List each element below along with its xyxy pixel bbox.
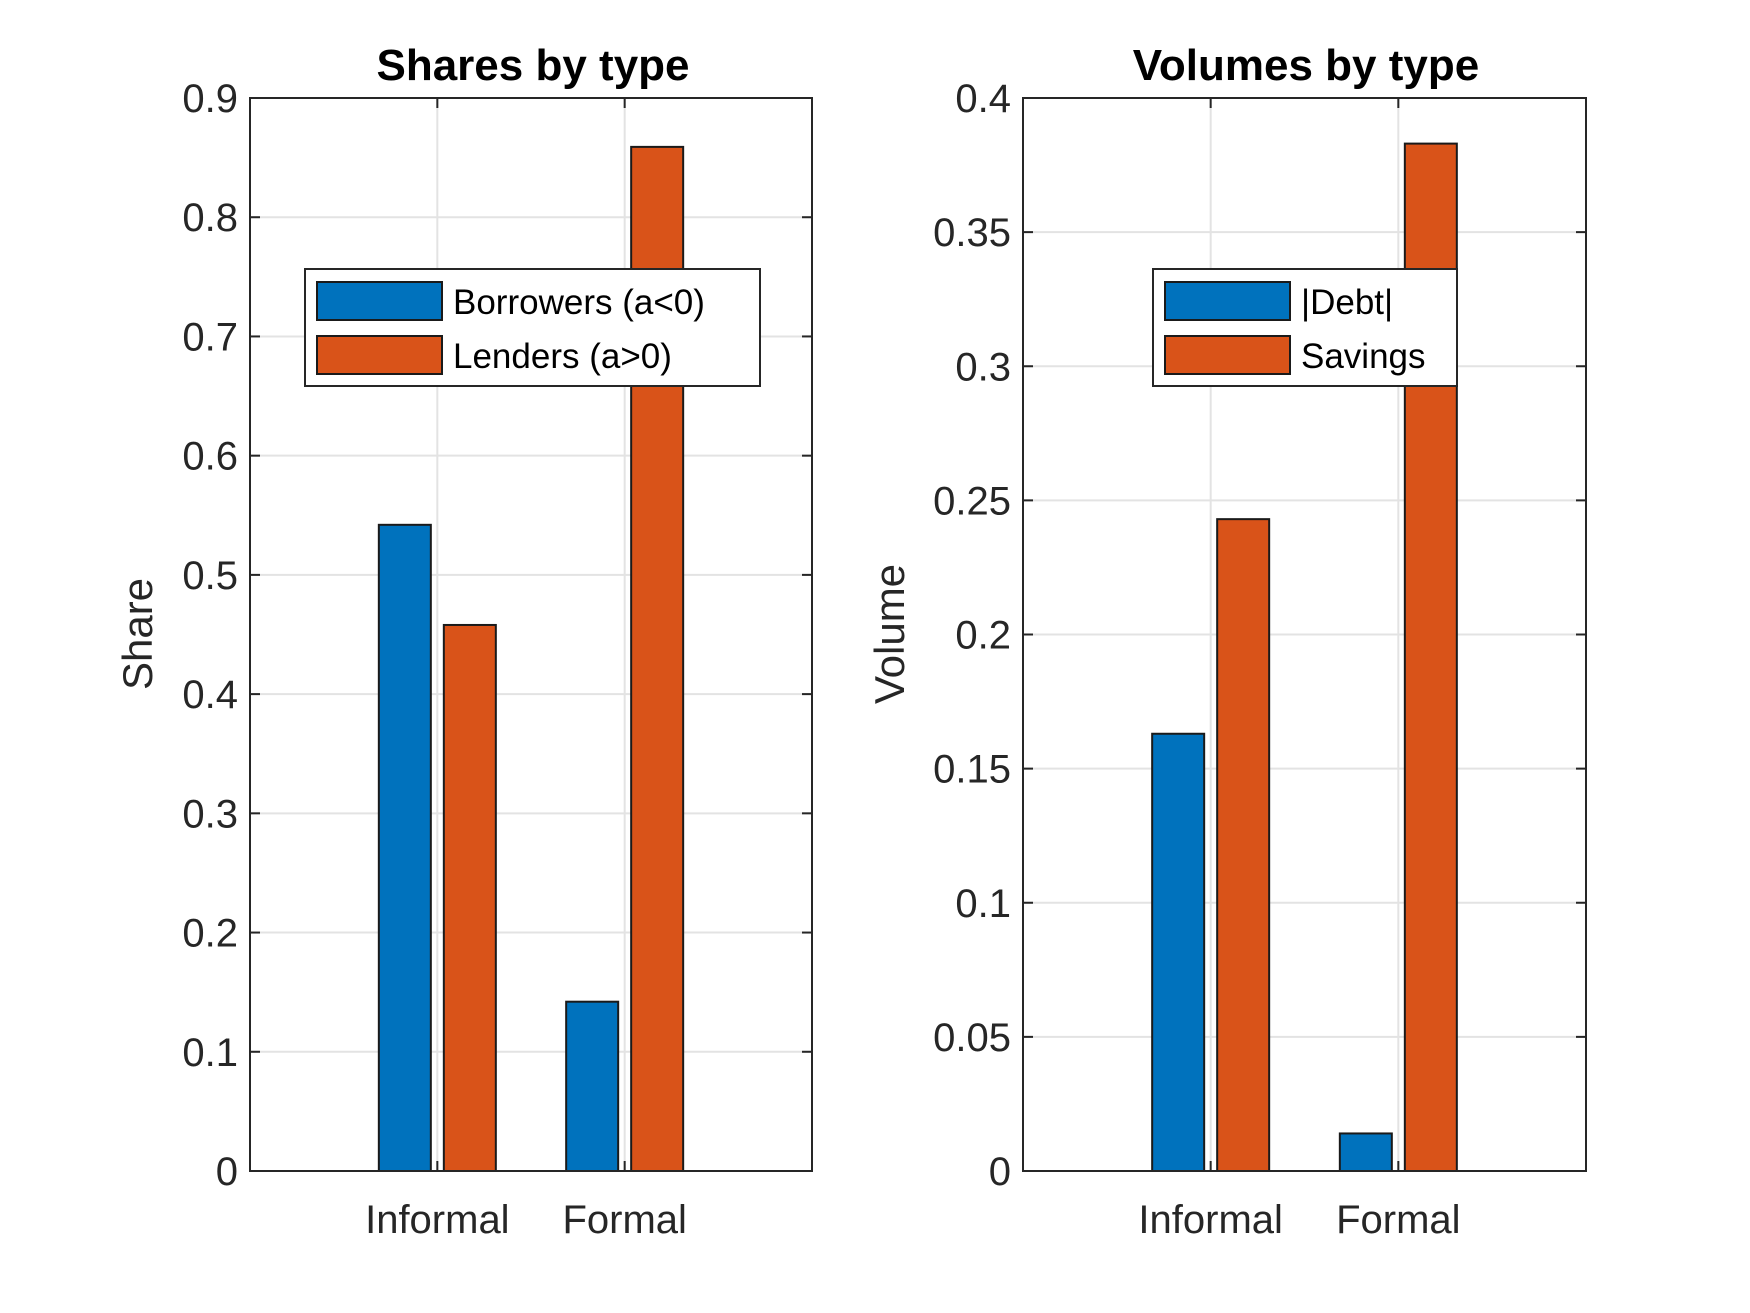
bar [442,623,497,1172]
x-tick-label: Informal [365,1198,510,1242]
legend-label: Savings [1301,337,1426,376]
legend-label: Borrowers (a<0) [453,283,705,322]
chart-title: Shares by type [376,41,689,90]
legend-swatch [1164,281,1291,321]
legend-label: |Debt| [1301,283,1393,322]
y-axis-label: Share [114,578,161,690]
y-tick-label: 0.25 [933,479,1011,523]
y-tick-label: 0 [216,1150,238,1194]
x-tick-label: Formal [562,1198,686,1242]
x-tick-label: Formal [1336,1198,1460,1242]
y-tick-label: 0.2 [182,912,238,956]
y-axis-label: Volume [866,564,913,704]
y-tick-label: 0.1 [182,1031,238,1075]
bar [1338,1132,1393,1172]
y-tick-label: 0.6 [182,435,238,479]
bar [1151,732,1206,1172]
y-tick-label: 0.4 [955,77,1011,121]
volumes-chart: Volumes by type Volume 0 0.05 0.1 0.15 0.2 0.… [866,41,1587,1242]
y-tick-label: 0.35 [933,211,1011,255]
chart-title: Volumes by type [1133,41,1479,90]
y-tick-label: 0 [989,1150,1011,1194]
y-tick-label: 0.7 [182,315,238,359]
y-tick-label: 0.5 [182,554,238,598]
legend: Borrowers (a<0) Lenders (a>0) [304,268,761,387]
bar [565,1000,620,1173]
axes-box [249,97,813,1172]
x-tick-label: Informal [1138,1198,1283,1242]
bar [377,523,432,1172]
y-tick-label: 0.05 [933,1016,1011,1060]
y-tick-label: 0.4 [182,673,238,717]
bar [1216,518,1271,1172]
y-tick-label: 0.15 [933,748,1011,792]
y-tick-label: 0.1 [955,882,1011,926]
legend-swatch [316,335,443,375]
legend-label: Lenders (a>0) [453,337,672,376]
y-tick-label: 0.2 [955,614,1011,658]
y-tick-label: 0.3 [182,792,238,836]
y-tick-label: 0.9 [182,77,238,121]
legend-swatch [316,281,443,321]
legend-swatch [1164,335,1291,375]
y-tick-label: 0.3 [955,345,1011,389]
shares-chart: Shares by type Share 0 0.1 0.2 0.3 0.4 0.5 0.6… [114,41,813,1242]
y-tick-label: 0.8 [182,196,238,240]
legend: |Debt| Savings [1152,268,1458,387]
